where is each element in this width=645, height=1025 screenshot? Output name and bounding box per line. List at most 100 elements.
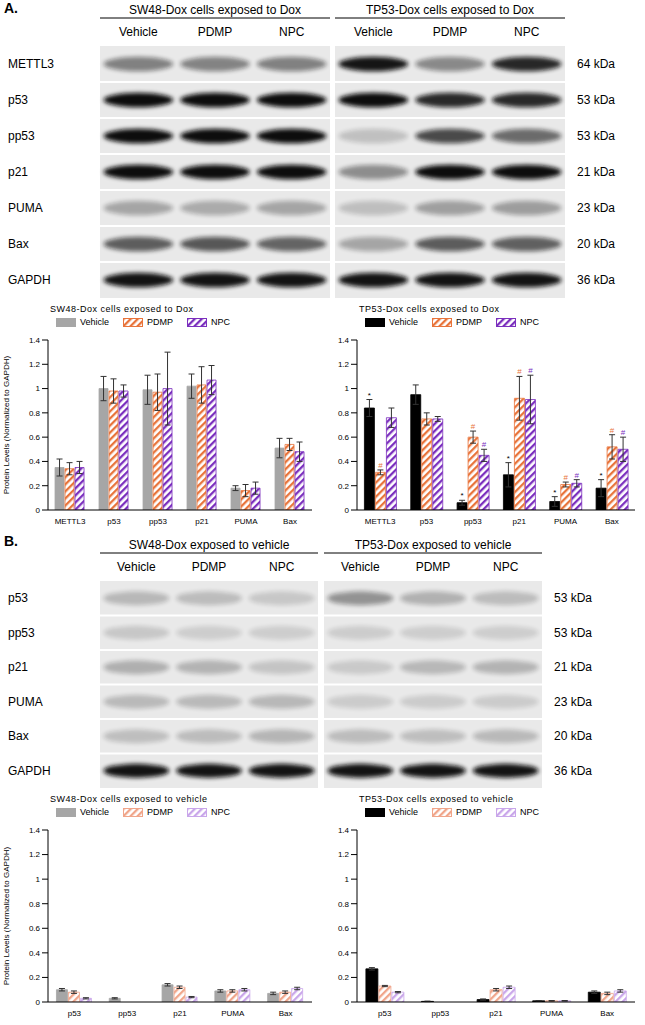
- svg-text:1.2: 1.2: [29, 360, 41, 369]
- svg-text:1.2: 1.2: [338, 360, 350, 369]
- svg-text:pp53: pp53: [8, 129, 35, 143]
- svg-text:SW48-Dox cells exposed to Dox: SW48-Dox cells exposed to Dox: [129, 3, 301, 17]
- svg-text:*: *: [553, 488, 556, 497]
- svg-text:p21: p21: [512, 517, 526, 526]
- svg-text:#: #: [378, 461, 383, 470]
- svg-text:NPC: NPC: [493, 560, 519, 574]
- svg-text:0.8: 0.8: [29, 900, 41, 909]
- svg-text:21 kDa: 21 kDa: [577, 165, 615, 179]
- svg-text:#: #: [575, 471, 580, 480]
- svg-text:PUMA: PUMA: [540, 1009, 564, 1018]
- svg-text:23 kDa: 23 kDa: [554, 695, 592, 709]
- svg-text:p21: p21: [8, 660, 28, 674]
- svg-text:*: *: [600, 471, 603, 480]
- svg-text:0.8: 0.8: [338, 409, 350, 418]
- svg-text:#: #: [517, 367, 522, 376]
- svg-text:0.4: 0.4: [338, 457, 350, 466]
- svg-text:p21: p21: [8, 165, 28, 179]
- svg-text:21 kDa: 21 kDa: [554, 660, 592, 674]
- svg-text:53 kDa: 53 kDa: [577, 93, 615, 107]
- svg-text:NPC: NPC: [269, 560, 295, 574]
- svg-text:PDMP: PDMP: [192, 560, 227, 574]
- svg-text:pp53: pp53: [149, 517, 167, 526]
- svg-text:PDMP: PDMP: [433, 25, 468, 39]
- svg-text:36 kDa: 36 kDa: [554, 764, 592, 778]
- svg-text:Vehicle: Vehicle: [117, 560, 156, 574]
- svg-text:0.4: 0.4: [338, 949, 350, 958]
- svg-text:p53: p53: [8, 591, 28, 605]
- svg-text:20 kDa: 20 kDa: [577, 237, 615, 251]
- svg-text:METTL3: METTL3: [8, 57, 54, 71]
- svg-text:1: 1: [345, 384, 350, 393]
- svg-text:23 kDa: 23 kDa: [577, 201, 615, 215]
- svg-text:#: #: [621, 428, 626, 437]
- svg-text:0.4: 0.4: [29, 457, 41, 466]
- svg-text:pp53: pp53: [118, 1009, 136, 1018]
- svg-text:p21: p21: [489, 1009, 503, 1018]
- svg-text:53 kDa: 53 kDa: [577, 129, 615, 143]
- svg-text:0: 0: [36, 506, 41, 515]
- svg-text:0.6: 0.6: [338, 924, 350, 933]
- svg-text:36 kDa: 36 kDa: [577, 273, 615, 287]
- svg-text:pp53: pp53: [8, 626, 35, 640]
- svg-text:PUMA: PUMA: [221, 1009, 245, 1018]
- svg-text:Bax: Bax: [8, 729, 29, 743]
- svg-text:#: #: [471, 422, 476, 431]
- svg-text:Vehicle: Vehicle: [354, 25, 393, 39]
- svg-text:PUMA: PUMA: [234, 517, 258, 526]
- svg-text:0.8: 0.8: [29, 409, 41, 418]
- svg-text:1.4: 1.4: [338, 336, 350, 345]
- svg-text:64 kDa: 64 kDa: [577, 57, 615, 71]
- svg-text:pp53: pp53: [464, 517, 482, 526]
- svg-text:p53: p53: [420, 517, 434, 526]
- svg-text:0.2: 0.2: [29, 482, 41, 491]
- svg-text:0.4: 0.4: [29, 949, 41, 958]
- svg-text:0: 0: [36, 998, 41, 1007]
- svg-text:1.2: 1.2: [29, 850, 41, 859]
- svg-text:Vehicle: Vehicle: [341, 560, 380, 574]
- svg-text:METTL3: METTL3: [365, 517, 396, 526]
- svg-text:1: 1: [36, 875, 41, 884]
- svg-text:1.4: 1.4: [29, 826, 41, 835]
- svg-text:PDMP: PDMP: [416, 560, 451, 574]
- svg-text:0.6: 0.6: [29, 433, 41, 442]
- svg-text:NPC: NPC: [514, 25, 540, 39]
- svg-text:#: #: [528, 366, 533, 375]
- svg-text:TP53-Dox cells exposed to Dox: TP53-Dox cells exposed to Dox: [366, 3, 534, 17]
- svg-text:p53: p53: [378, 1009, 392, 1018]
- svg-text:0: 0: [345, 506, 350, 515]
- svg-text:0.6: 0.6: [29, 924, 41, 933]
- svg-text:pp53: pp53: [432, 1009, 450, 1018]
- svg-text:53 kDa: 53 kDa: [554, 626, 592, 640]
- svg-text:1.4: 1.4: [29, 336, 41, 345]
- svg-text:PUMA: PUMA: [554, 517, 578, 526]
- svg-text:p21: p21: [173, 1009, 187, 1018]
- svg-text:Bax: Bax: [8, 237, 29, 251]
- svg-text:GAPDH: GAPDH: [8, 764, 51, 778]
- svg-text:0.6: 0.6: [338, 433, 350, 442]
- svg-text:0.8: 0.8: [338, 900, 350, 909]
- svg-text:Vehicle: Vehicle: [119, 25, 158, 39]
- svg-text:Bax: Bax: [600, 1009, 614, 1018]
- svg-text:p53: p53: [8, 93, 28, 107]
- svg-text:p21: p21: [195, 517, 209, 526]
- svg-text:SW48-Dox exposed to vehicle: SW48-Dox exposed to vehicle: [129, 538, 290, 552]
- svg-text:0.2: 0.2: [338, 973, 350, 982]
- svg-text:#: #: [564, 473, 569, 482]
- svg-text:*: *: [368, 391, 371, 400]
- svg-text:0.2: 0.2: [29, 973, 41, 982]
- svg-text:Bax: Bax: [283, 517, 297, 526]
- svg-text:0: 0: [345, 998, 350, 1007]
- svg-text:*: *: [461, 491, 464, 500]
- svg-text:p53: p53: [107, 517, 121, 526]
- svg-text:1: 1: [36, 384, 41, 393]
- svg-text:20 kDa: 20 kDa: [554, 729, 592, 743]
- svg-text:PUMA: PUMA: [8, 201, 43, 215]
- svg-text:0.2: 0.2: [338, 482, 350, 491]
- svg-text:1: 1: [345, 875, 350, 884]
- svg-text:1.2: 1.2: [338, 850, 350, 859]
- svg-text:TP53-Dox exposed to vehicle: TP53-Dox exposed to vehicle: [355, 538, 512, 552]
- svg-text:#: #: [482, 440, 487, 449]
- svg-text:53 kDa: 53 kDa: [554, 591, 592, 605]
- svg-text:Protein Levels (Normalized to: Protein Levels (Normalized to GAPDH): [2, 847, 11, 986]
